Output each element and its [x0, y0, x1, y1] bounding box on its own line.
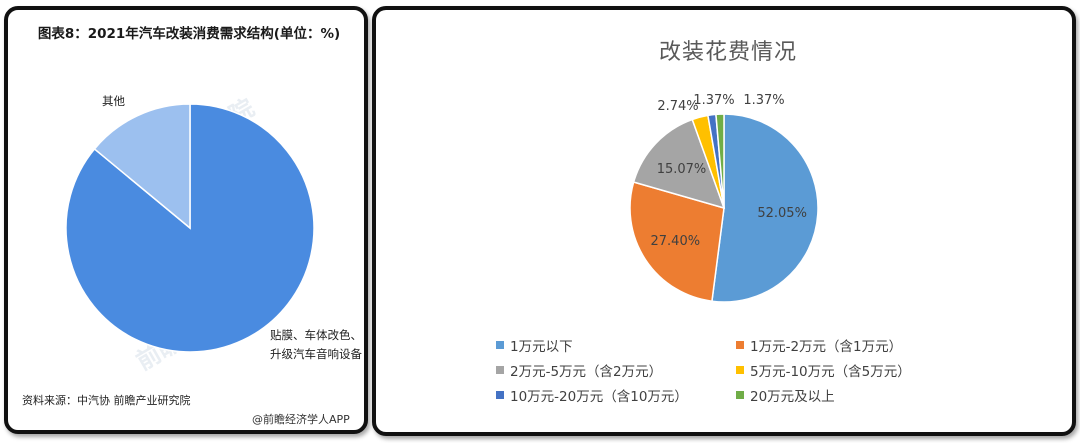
right-pie-data-label-3: 2.74% [657, 99, 698, 114]
right-pie-data-label-2: 15.07% [657, 162, 707, 177]
left-pie-chart [65, 103, 315, 353]
right-pie-slice-2 [632, 118, 726, 210]
legend-swatch [496, 391, 504, 399]
legend-item-4: 10万元-20万元（含10万元） [496, 386, 736, 405]
legend-item-1: 1万元-2万元（含1万元） [736, 336, 966, 355]
right-pie-data-label-1: 27.40% [651, 234, 701, 249]
right-pie-chart: 52.05%27.40%15.07%2.74%1.37% 1.37% [629, 93, 819, 303]
right-pie-slice-0 [711, 113, 819, 303]
legend-item-0: 1万元以下 [496, 336, 736, 355]
legend-swatch [496, 366, 504, 374]
left-pie-slice-1 [93, 103, 191, 230]
legend-swatch [496, 341, 504, 349]
brand-credit: @前瞻经济学人APP [252, 413, 350, 426]
legend-label: 10万元-20万元（含10万元） [510, 389, 688, 405]
legend-swatch [736, 391, 744, 399]
right-chart-panel: 改装花费情况 52.05% 27.40% 15.07% 2.74% 1.37% 1.37%… [372, 6, 1076, 436]
legend-label: 5万元-10万元（含5万元） [750, 364, 911, 380]
right-pie-data-label-4: 1.37% [693, 93, 734, 108]
legend-item-3: 5万元-10万元（含5万元） [736, 361, 966, 380]
legend-label: 1万元-2万元（含1万元） [750, 339, 903, 355]
left-chart-panel: 图表8：2021年汽车改装消费需求结构(单位：%) 前瞻产业研究院 前瞻产业研究… [4, 6, 368, 434]
right-pie-slice-1 [629, 181, 725, 303]
legend-label: 20万元及以上 [750, 389, 835, 405]
right-pie-slice-5 [715, 113, 725, 209]
right-chart-legend: 1万元以下 1万元-2万元（含1万元） 2万元-5万元（含2万元） 5万元-10万元（… [496, 336, 966, 405]
source-note: 资料来源：中汽协 前瞻产业研究院 [22, 394, 191, 407]
pie-label-main: 贴膜、车体改色、升级汽车音响设备 [270, 328, 362, 361]
legend-label: 2万元-5万元（含2万元） [510, 364, 663, 380]
right-pie-data-label-5: 1.37% [743, 93, 784, 108]
legend-swatch [736, 366, 744, 374]
legend-item-2: 2万元-5万元（含2万元） [496, 361, 736, 380]
right-chart-title: 改装花费情况 [658, 40, 797, 65]
pie-label-other: 其他 [102, 94, 125, 108]
legend-item-5: 20万元及以上 [736, 386, 966, 405]
legend-label: 1万元以下 [510, 339, 573, 355]
right-pie-data-label-0: 52.05% [757, 206, 807, 221]
legend-swatch [736, 341, 744, 349]
left-chart-title: 图表8：2021年汽车改装消费需求结构(单位：%) [37, 26, 341, 42]
